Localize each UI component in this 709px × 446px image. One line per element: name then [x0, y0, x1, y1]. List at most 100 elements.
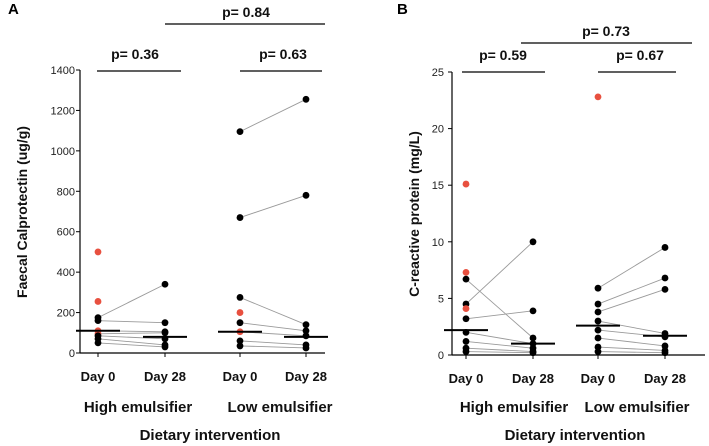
pair-line [97, 335, 166, 340]
pair-line [239, 322, 307, 332]
data-point-day0 [594, 348, 602, 356]
plot-area-a: 0 200 400 600 800 1000 1200 1400 Day 0 Day 28 Day … [51, 4, 328, 384]
group-label-a-low: Low emulsifier [227, 399, 332, 416]
y-tick-label: 1400 [51, 65, 75, 77]
p-value-high: p= 0.59 [479, 47, 527, 63]
data-point-day28 [161, 329, 169, 337]
pair-line [97, 320, 166, 324]
data-point-day0 [236, 342, 244, 350]
p-value-between: p= 0.84 [222, 4, 270, 20]
p-value-between: p= 0.73 [582, 23, 630, 39]
data-point-day0 [594, 308, 602, 316]
y-tick-label: 1200 [51, 105, 75, 117]
y-tick-label: 400 [57, 267, 75, 279]
y-tick-label: 0 [438, 350, 444, 362]
y-tick-label: 600 [57, 227, 75, 239]
data-point-day0 [462, 180, 470, 188]
pair-line [239, 296, 307, 326]
data-point-day0 [236, 337, 244, 345]
pair-line [597, 351, 666, 354]
data-point-day0 [236, 319, 244, 327]
data-point-day0 [594, 300, 602, 308]
data-point-day0 [462, 315, 470, 323]
group-label-b-high: High emulsifier [460, 399, 569, 416]
data-point-day0 [594, 317, 602, 325]
data-point-day0 [94, 339, 102, 347]
data-point-day28 [302, 321, 310, 329]
x-tick-label: Day 28 [644, 371, 686, 386]
pair-line [465, 278, 534, 339]
x-axis-title-a: Dietary intervention [140, 427, 281, 444]
pair-line [97, 332, 166, 335]
p-value-low: p= 0.67 [616, 47, 664, 63]
data-point-day0 [94, 248, 102, 256]
y-tick-label: 800 [57, 186, 75, 198]
data-point-day28 [161, 343, 169, 351]
y-axis-title-b: C-reactive protein (mg/L) [406, 131, 422, 297]
data-point-day0 [94, 298, 102, 305]
data-point-day28 [661, 285, 669, 293]
data-point-day28 [529, 238, 537, 246]
panel-label-a: A [8, 1, 19, 18]
x-tick-label: Day 0 [223, 369, 258, 384]
data-point-day28 [661, 244, 669, 251]
x-tick-label: Day 0 [449, 371, 484, 386]
data-point-day0 [462, 338, 470, 345]
pair-line [465, 340, 534, 349]
y-tick-label: 0 [69, 348, 75, 360]
pair-line [239, 194, 307, 218]
data-point-day0 [594, 326, 602, 334]
y-tick-label: 20 [432, 124, 444, 136]
data-point-day0 [594, 284, 602, 292]
y-axis-title-a: Faecal Calprotectin (ug/g) [14, 126, 30, 298]
plot-area-b: 0 5 10 15 20 25 Day 0 Day 28 Day 0 Day 28 p= 0.59 p… [432, 23, 705, 386]
x-tick-label: Day 28 [285, 369, 327, 384]
pair-line [97, 283, 166, 319]
data-point-day0 [236, 214, 244, 221]
data-point-day0 [236, 294, 244, 301]
data-point-day0 [594, 93, 602, 101]
pair-line [597, 346, 666, 351]
x-tick-label: Day 0 [581, 371, 616, 386]
x-tick-label: Day 28 [144, 369, 186, 384]
data-point-day0 [462, 275, 470, 283]
p-value-low: p= 0.63 [259, 46, 307, 62]
data-point-day28 [302, 191, 310, 199]
data-point-day28 [529, 334, 537, 342]
data-point-day0 [462, 348, 470, 356]
group-label-a-high: High emulsifier [84, 399, 193, 416]
pair-line [597, 337, 666, 347]
data-point-day0 [594, 334, 602, 342]
x-tick-label: Day 0 [81, 369, 116, 384]
pair-line [239, 98, 307, 133]
y-tick-label: 25 [432, 67, 444, 79]
pair-line [597, 247, 666, 289]
panel-label-b: B [397, 1, 408, 18]
pair-line [239, 345, 307, 349]
data-point-day0 [94, 317, 102, 325]
data-point-day28 [661, 333, 669, 341]
y-tick-label: 10 [432, 237, 444, 249]
pair-line [465, 310, 534, 320]
pair-line [465, 241, 534, 305]
p-value-high: p= 0.36 [111, 46, 159, 62]
pair-line [597, 277, 666, 305]
x-axis-title-b: Dietary intervention [505, 427, 646, 444]
pair-line [239, 340, 307, 346]
group-label-b-low: Low emulsifier [584, 399, 689, 416]
data-point-day28 [302, 327, 310, 335]
pair-line [97, 342, 166, 348]
data-point-day28 [161, 280, 169, 288]
pair-line [465, 331, 534, 345]
data-point-day28 [302, 344, 310, 352]
data-point-day28 [529, 307, 537, 315]
y-tick-label: 200 [57, 308, 75, 320]
data-point-day28 [302, 95, 310, 103]
data-point-day0 [462, 305, 470, 312]
y-tick-label: 15 [432, 180, 444, 192]
pair-line [97, 338, 166, 346]
data-point-day28 [661, 274, 669, 282]
y-tick-label: 5 [438, 293, 444, 305]
data-point-day0 [462, 268, 470, 276]
